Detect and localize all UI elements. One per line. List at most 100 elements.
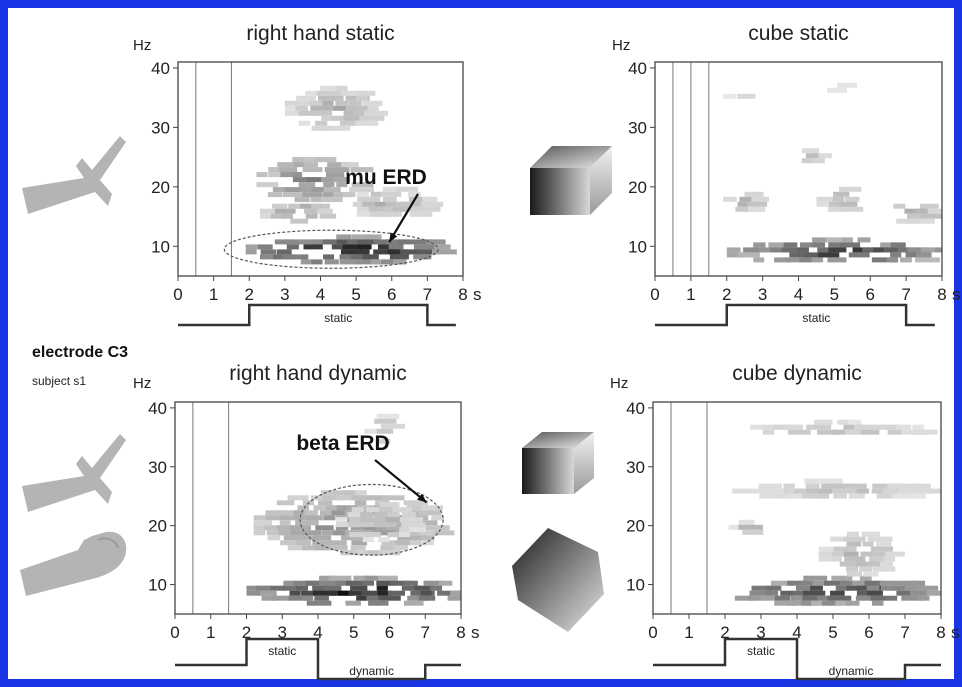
heat-cell [287, 545, 306, 551]
heat-cell [919, 203, 939, 209]
heat-cell [359, 517, 374, 523]
heat-cell [367, 550, 386, 556]
x-tick-label: 0 [173, 285, 182, 304]
heat-cell [811, 600, 833, 606]
heat-cell [315, 120, 328, 126]
heat-cell [419, 206, 441, 212]
heat-cell [347, 512, 372, 518]
heat-cell [376, 413, 400, 419]
x-tick-label: 0 [648, 623, 657, 642]
heat-cell [381, 540, 406, 546]
heat-cell [818, 153, 832, 159]
heat-cell [738, 519, 755, 525]
heat-cell [916, 252, 932, 258]
heat-cell [831, 575, 853, 581]
timeline-label: dynamic [829, 664, 874, 678]
heat-cell [314, 545, 328, 551]
heat-cell [416, 249, 437, 255]
heat-cell [272, 187, 287, 193]
heat-cell [348, 522, 369, 528]
heat-cell [356, 191, 369, 197]
heat-cell [848, 419, 862, 425]
x-tick-label: 0 [650, 285, 659, 304]
heat-cell [766, 585, 782, 591]
heat-cell [336, 234, 352, 240]
heat-cell [774, 493, 795, 499]
heat-cell [361, 580, 374, 586]
heat-cell [726, 252, 749, 258]
heat-cell [316, 90, 329, 96]
heat-cell [734, 595, 755, 601]
heat-cell [260, 254, 283, 260]
heat-cell [832, 196, 844, 202]
x-tick-label: 3 [758, 285, 767, 304]
heat-cell [335, 517, 348, 523]
heat-cell [245, 249, 257, 255]
heat-cell [350, 254, 372, 260]
heat-cell [338, 125, 351, 131]
heat-cell [415, 500, 427, 506]
heat-cell [844, 196, 860, 202]
heat-cell [319, 213, 337, 219]
heat-cell [246, 590, 270, 596]
heat-cell [885, 595, 898, 601]
heat-cell [883, 247, 909, 253]
heat-cell [327, 162, 350, 168]
heat-cell [742, 529, 764, 535]
heat-cell [338, 590, 354, 596]
heat-cell [890, 252, 902, 258]
heat-cell [762, 488, 787, 494]
heat-cell [901, 429, 923, 435]
heat-cell [816, 196, 835, 202]
heat-cell [935, 247, 942, 253]
timeline-label: dynamic [349, 664, 394, 678]
heat-cell [362, 201, 379, 207]
heat-cell [906, 218, 923, 224]
heat-cell [281, 585, 297, 591]
heat-cell [379, 507, 397, 513]
heat-cell [341, 535, 358, 541]
heat-cell [358, 244, 372, 250]
heat-cell [394, 540, 416, 546]
x-tick-label: 2 [242, 623, 251, 642]
heat-cell [361, 590, 386, 596]
heat-cell [306, 177, 323, 183]
heat-cell [303, 162, 319, 168]
heat-cell [336, 85, 348, 91]
y-tick-label: 20 [151, 178, 170, 197]
heat-cell [311, 259, 323, 265]
heat-cell [904, 208, 927, 214]
heat-cell [739, 196, 761, 202]
heat-cell [881, 585, 896, 591]
heat-cell [340, 550, 359, 556]
heat-cell [362, 537, 374, 543]
heat-cell [280, 172, 300, 178]
heat-cell [747, 201, 768, 207]
heat-cell [298, 182, 316, 188]
heat-cell [387, 590, 405, 596]
heat-cell [253, 515, 273, 521]
heat-cell [801, 148, 820, 154]
heat-cell [341, 162, 359, 168]
heat-cell [286, 244, 299, 250]
heat-cell [852, 580, 871, 586]
heat-cell [367, 196, 381, 202]
heat-cell [292, 157, 312, 163]
heat-cell [328, 575, 352, 581]
heat-cell [316, 208, 333, 214]
y-tick-label: 40 [626, 399, 645, 418]
heat-cell [260, 590, 277, 596]
heat-cell [380, 191, 402, 197]
heat-cell [737, 201, 753, 207]
heat-cell [349, 532, 372, 538]
heat-cell [882, 488, 902, 494]
heat-cell [332, 192, 353, 198]
heat-cell [314, 110, 333, 116]
heat-cell [364, 428, 379, 434]
heat-cell [831, 551, 849, 557]
heat-cell [413, 254, 432, 260]
heat-cell [429, 585, 443, 591]
heat-cell [425, 525, 446, 531]
heat-cell [856, 590, 877, 596]
heat-cell [387, 249, 412, 255]
